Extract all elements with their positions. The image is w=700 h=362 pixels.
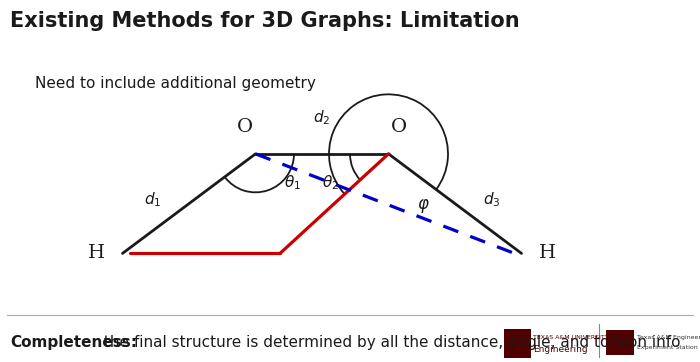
Text: Texas A&M Engineering: Texas A&M Engineering (637, 335, 700, 340)
Text: Existing Methods for 3D Graphs: Limitation: Existing Methods for 3D Graphs: Limitati… (10, 11, 520, 31)
Text: $\theta_2$: $\theta_2$ (322, 174, 339, 193)
Text: $d_3$: $d_3$ (483, 191, 500, 209)
Text: H: H (88, 244, 105, 262)
Text: Need to include additional geometry: Need to include additional geometry (35, 76, 316, 91)
Text: Engineering: Engineering (533, 345, 588, 354)
Text: the final structure is determined by all the distance, angle, and torsion info: the final structure is determined by all… (99, 335, 680, 350)
Text: $\varphi$: $\varphi$ (416, 197, 429, 215)
Text: TEXAS A&M UNIVERSITY: TEXAS A&M UNIVERSITY (533, 335, 609, 340)
Text: O: O (391, 118, 407, 136)
Text: Completeness:: Completeness: (10, 335, 137, 350)
Text: $d_1$: $d_1$ (144, 191, 161, 209)
Text: H: H (539, 244, 556, 262)
Text: $d_2$: $d_2$ (314, 108, 330, 127)
Bar (504, 329, 531, 358)
Bar (606, 330, 634, 355)
Text: $\theta_1$: $\theta_1$ (284, 174, 300, 193)
Text: Experiment Station: Experiment Station (637, 345, 698, 350)
Text: O: O (237, 118, 253, 136)
